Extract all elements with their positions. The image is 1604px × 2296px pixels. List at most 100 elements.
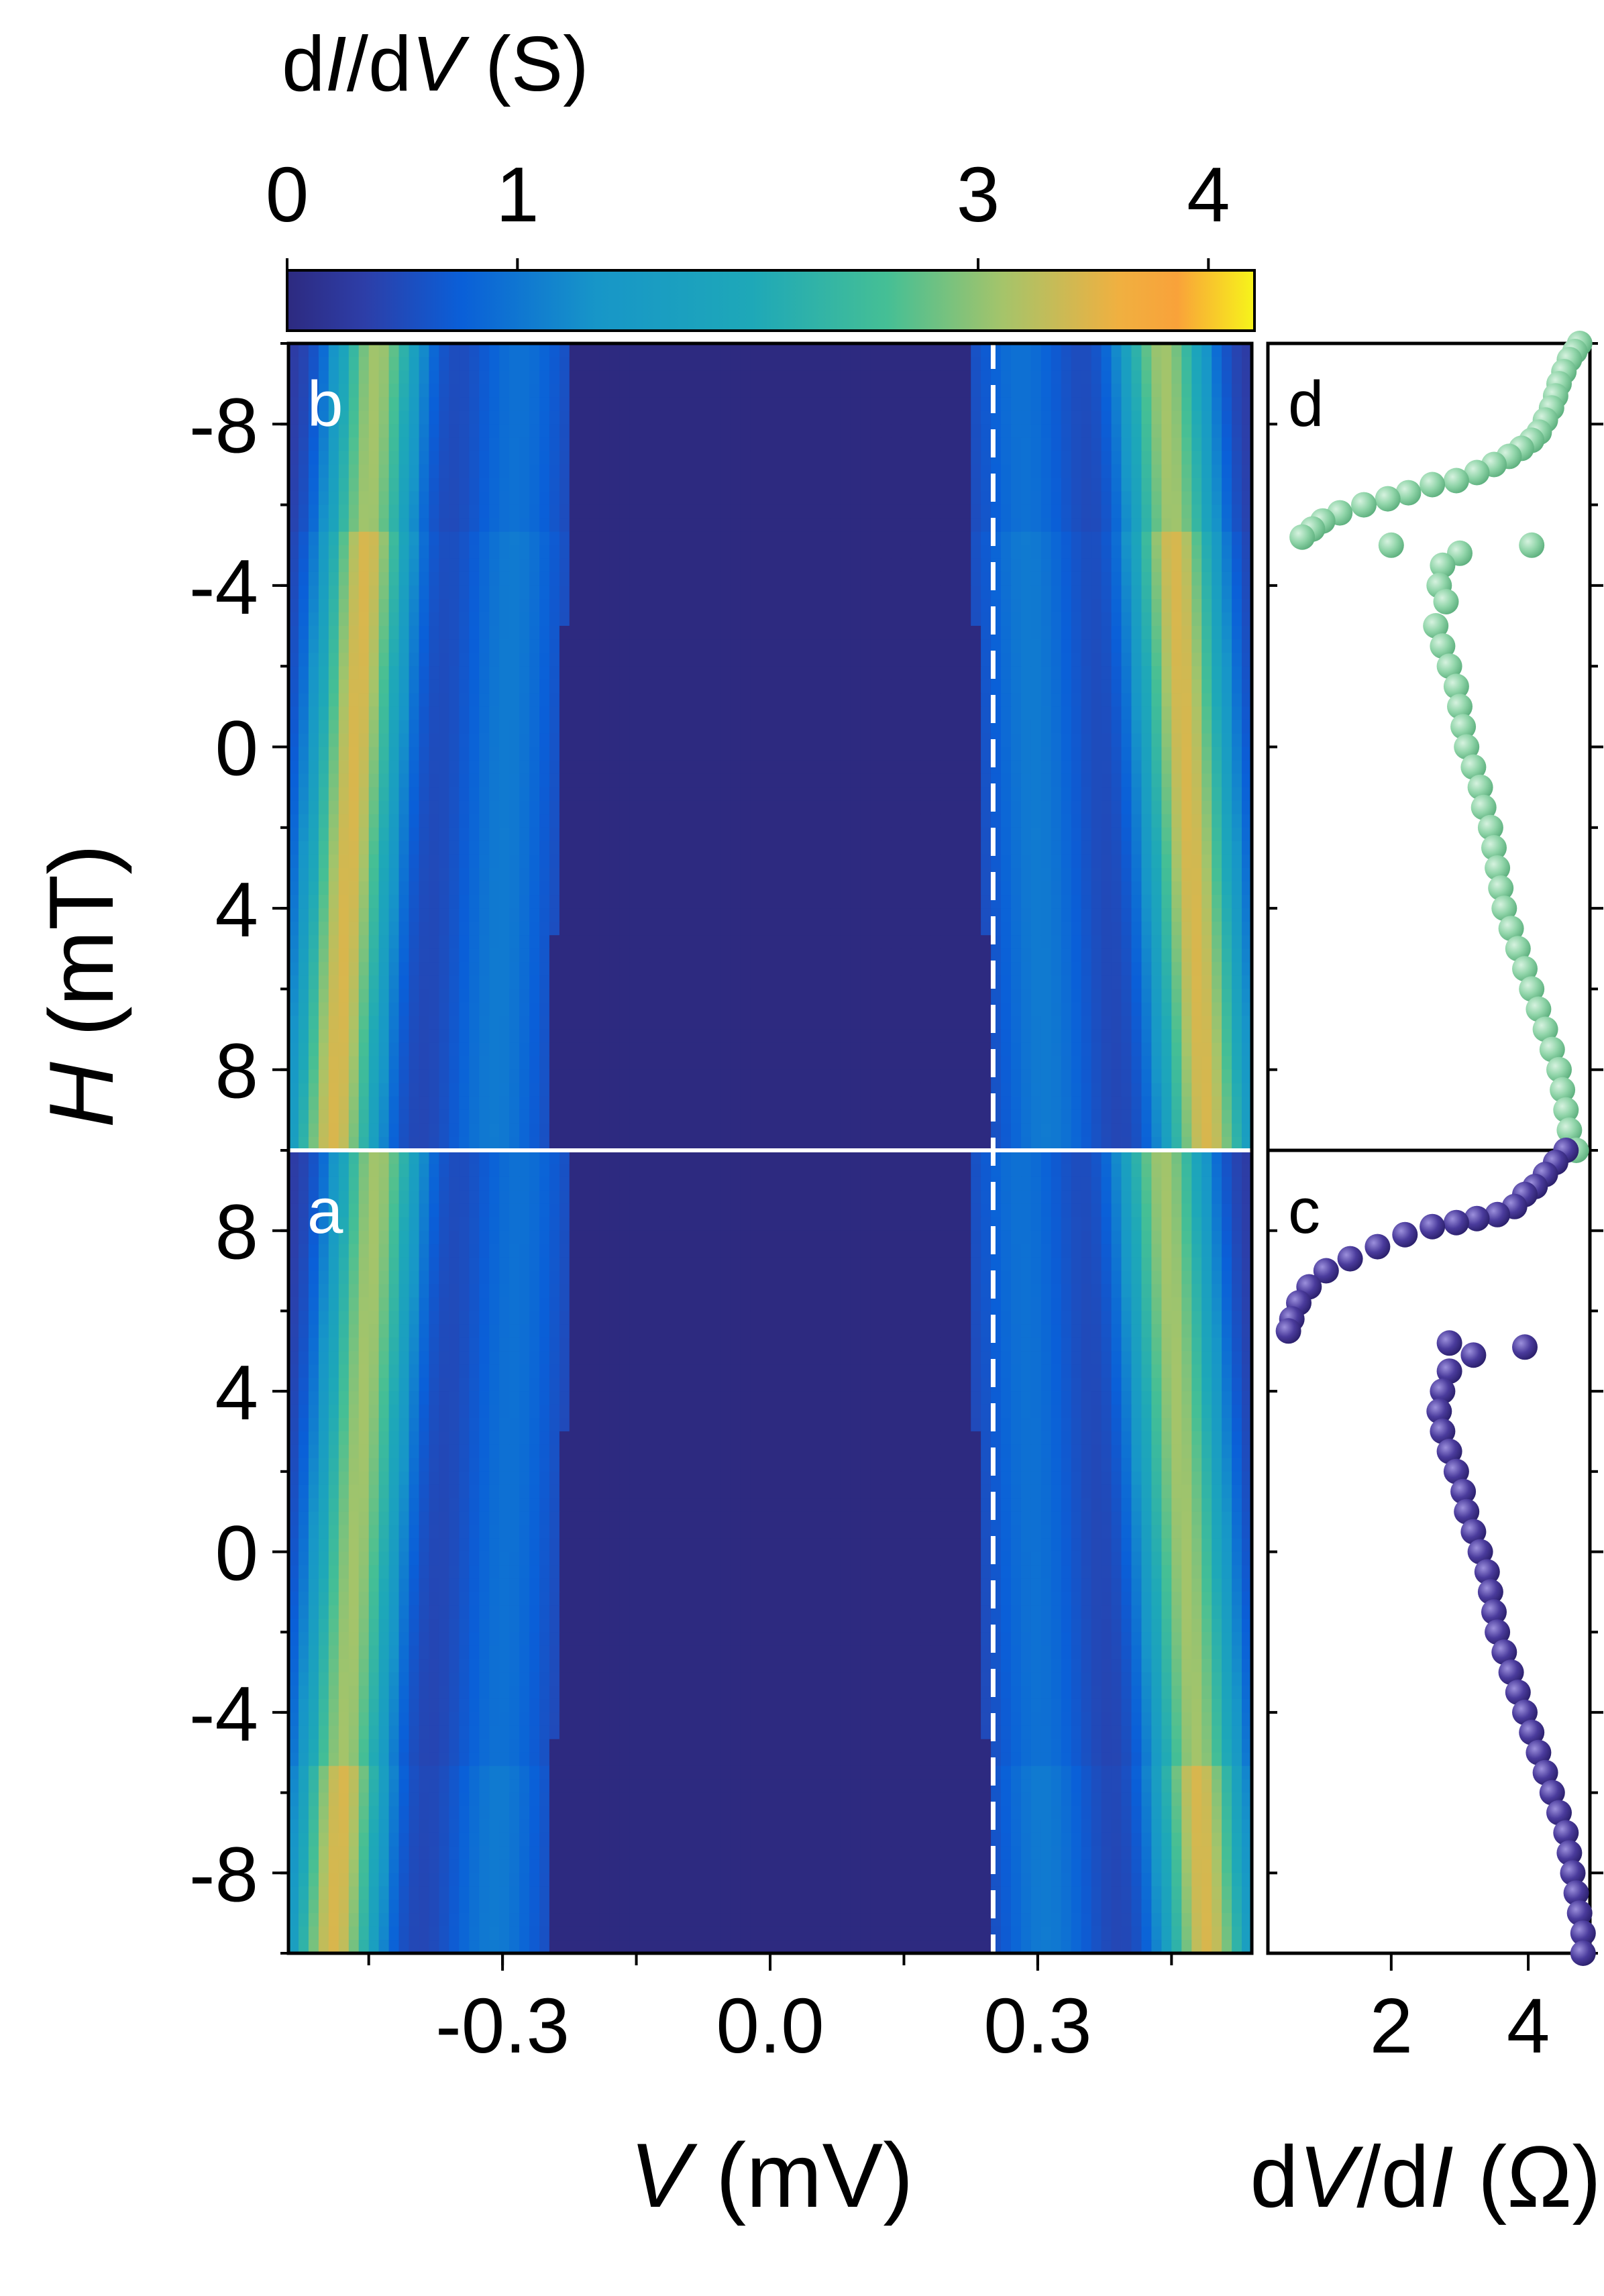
heatmap-cell	[459, 558, 470, 573]
heatmap-cell	[519, 989, 530, 1003]
heatmap-cell	[419, 679, 430, 694]
heatmap-cell	[409, 720, 420, 734]
heatmap-cell	[880, 478, 892, 492]
heatmap-cell	[419, 666, 430, 680]
heatmap-cell	[1040, 384, 1052, 398]
heatmap-cell	[670, 868, 680, 882]
heatmap-cell	[770, 854, 781, 869]
heatmap-cell	[1212, 451, 1222, 466]
heatmap-cell	[288, 773, 299, 788]
heatmap-cell	[951, 706, 961, 720]
heatmap-cell	[1181, 424, 1192, 438]
heatmap-cell	[1191, 397, 1202, 411]
heatmap-cell	[639, 1016, 651, 1030]
heatmap-cell	[961, 948, 971, 963]
heatmap-cell	[730, 626, 741, 640]
heatmap-cell	[790, 370, 801, 384]
heatmap-cell	[579, 814, 590, 828]
heatmap-cell	[1061, 908, 1072, 922]
heatmap-cell	[780, 384, 791, 398]
heatmap-cell	[439, 962, 449, 976]
heatmap-cell	[469, 626, 480, 640]
heatmap-cell	[1101, 679, 1112, 694]
heatmap-cell	[800, 451, 811, 466]
heatmap-cell	[398, 922, 410, 936]
heatmap-cell	[439, 800, 449, 815]
heatmap-cell	[579, 612, 590, 626]
heatmap-cell	[870, 773, 881, 788]
heatmap-cell	[1171, 733, 1182, 748]
heatmap-cell	[1121, 491, 1132, 506]
heatmap-cell	[780, 760, 791, 775]
heatmap-cell	[1171, 760, 1182, 775]
heatmap-cell	[951, 357, 961, 371]
heatmap-cell	[398, 571, 410, 586]
heatmap-cell	[299, 464, 309, 479]
heatmap-cell	[780, 397, 791, 411]
heatmap-cell	[629, 706, 641, 720]
heatmap-cell	[1011, 599, 1022, 613]
heatmap-cell	[649, 571, 661, 586]
heatmap-cell	[690, 747, 700, 761]
heatmap-cell	[288, 989, 299, 1003]
heatmap-cell	[1242, 343, 1252, 358]
heatmap-cell	[1161, 626, 1172, 640]
heatmap-cell	[991, 411, 1002, 425]
heatmap-cell	[1061, 720, 1072, 734]
heatmap-cell	[1171, 908, 1182, 922]
heatmap-cell	[1081, 747, 1092, 761]
heatmap-cell	[1181, 908, 1192, 922]
heatmap-cell	[509, 922, 520, 936]
heatmap-cell	[368, 491, 380, 506]
heatmap-cell	[1131, 975, 1142, 989]
heatmap-cell	[569, 545, 580, 559]
heatmap-cell	[680, 599, 690, 613]
heatmap-cell	[459, 773, 470, 788]
heatmap-cell	[299, 571, 309, 586]
heatmap-cell	[1171, 437, 1182, 452]
heatmap-cell	[328, 706, 339, 720]
heatmap-cell	[579, 518, 590, 533]
heatmap-cell	[900, 922, 912, 936]
heatmap-cell	[569, 975, 580, 989]
heatmap-cell	[489, 653, 500, 667]
heatmap-cell	[489, 787, 500, 802]
heatmap-cell	[609, 666, 621, 680]
heatmap-cell	[930, 1029, 941, 1044]
heatmap-cell	[569, 935, 580, 949]
heatmap-cell	[318, 639, 329, 653]
heatmap-cell	[469, 545, 480, 559]
heatmap-cell	[951, 733, 961, 748]
heatmap-cell	[941, 827, 951, 842]
heatmap-cell	[1111, 437, 1122, 452]
heatmap-cell	[299, 599, 309, 613]
heatmap-cell	[700, 370, 710, 384]
heatmap-cell	[740, 935, 751, 949]
heatmap-cell	[1212, 787, 1222, 802]
heatmap-cell	[840, 935, 851, 949]
heatmap-cell	[840, 545, 851, 559]
heatmap-cell	[609, 733, 621, 748]
heatmap-cell	[830, 397, 841, 411]
heatmap-cell	[328, 868, 339, 882]
heatmap-cell	[549, 653, 560, 667]
heatmap-cell	[1141, 531, 1153, 546]
heatmap-cell	[800, 800, 811, 815]
heatmap-cell	[670, 357, 680, 371]
heatmap-cell	[720, 989, 731, 1003]
heatmap-cell	[880, 693, 892, 707]
heatmap-cell	[1151, 599, 1162, 613]
heatmap-cell	[1091, 585, 1102, 600]
heatmap-cell	[850, 504, 861, 519]
heatmap-cell	[1131, 491, 1142, 506]
heatmap-cell	[830, 491, 841, 506]
heatmap-cell	[1212, 895, 1222, 909]
heatmap-cell	[288, 962, 299, 976]
heatmap-cell	[1121, 800, 1132, 815]
heatmap-cell	[1161, 545, 1172, 559]
heatmap-cell	[670, 895, 680, 909]
heatmap-cell	[1061, 585, 1072, 600]
heatmap-cell	[609, 854, 621, 869]
heatmap-cell	[1111, 800, 1122, 815]
heatmap-cell	[981, 787, 992, 802]
